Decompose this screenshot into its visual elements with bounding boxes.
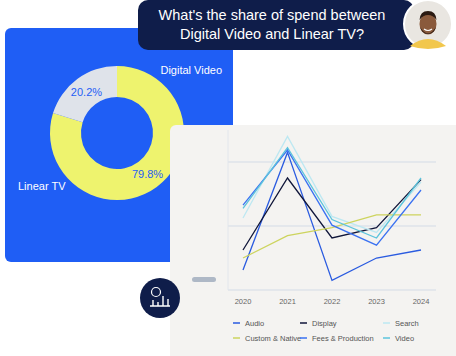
series-line	[243, 215, 421, 258]
legend-label: Audio	[245, 319, 264, 328]
category-label: Linear TV	[18, 180, 66, 192]
pill	[192, 277, 216, 282]
x-tick-label: 2024	[413, 297, 430, 306]
icon-badge	[140, 278, 180, 318]
series-line	[243, 148, 421, 238]
x-tick-label: 2022	[324, 297, 341, 306]
grid-line	[228, 290, 436, 291]
illustration: 79.8% 20.2% Digital Video Linear TV 2020 2021…	[0, 0, 456, 356]
y-axis-line	[228, 130, 229, 290]
page: {"question": {"text_lines": ["What's the…	[0, 0, 456, 356]
icon-bars	[150, 296, 170, 306]
category-label: Digital Video	[160, 64, 222, 76]
x-tick-label: 2021	[279, 297, 296, 306]
data-label: 20.2%	[71, 86, 102, 98]
legend-swatch	[300, 337, 307, 339]
legend-swatch	[383, 322, 390, 324]
data-label: 79.8%	[132, 168, 163, 180]
avatar-smile	[424, 29, 432, 31]
line-card	[170, 125, 456, 356]
series-line	[243, 136, 421, 232]
donut	[50, 66, 184, 200]
series-line	[243, 150, 421, 245]
legend-swatch	[233, 322, 240, 324]
legend-label: Display	[312, 319, 337, 328]
legend-label: Fees & Production	[312, 334, 374, 343]
question-text: What's the share of spend between	[159, 7, 386, 23]
chat-bubble	[138, 0, 414, 50]
icon-coin	[152, 288, 161, 297]
grid-line	[228, 162, 436, 163]
lines	[243, 136, 421, 280]
legend-swatch	[233, 337, 240, 339]
donut-slice	[50, 66, 184, 200]
donut-slice	[53, 66, 117, 122]
legend-label: Search	[395, 319, 419, 328]
avatar-beard	[420, 27, 436, 34]
legend-label: Custom & Native	[245, 334, 301, 343]
x-tick-label: 2023	[368, 297, 385, 306]
question-text: Digital Video and Linear TV?	[180, 26, 364, 42]
legend-swatch	[383, 337, 390, 339]
legend-label: Video	[395, 334, 414, 343]
avatar	[404, 0, 452, 48]
avatar-shirt	[410, 39, 446, 49]
legend-swatch	[300, 322, 307, 324]
x-tick-label: 2020	[235, 297, 252, 306]
avatar-hair	[420, 11, 437, 20]
